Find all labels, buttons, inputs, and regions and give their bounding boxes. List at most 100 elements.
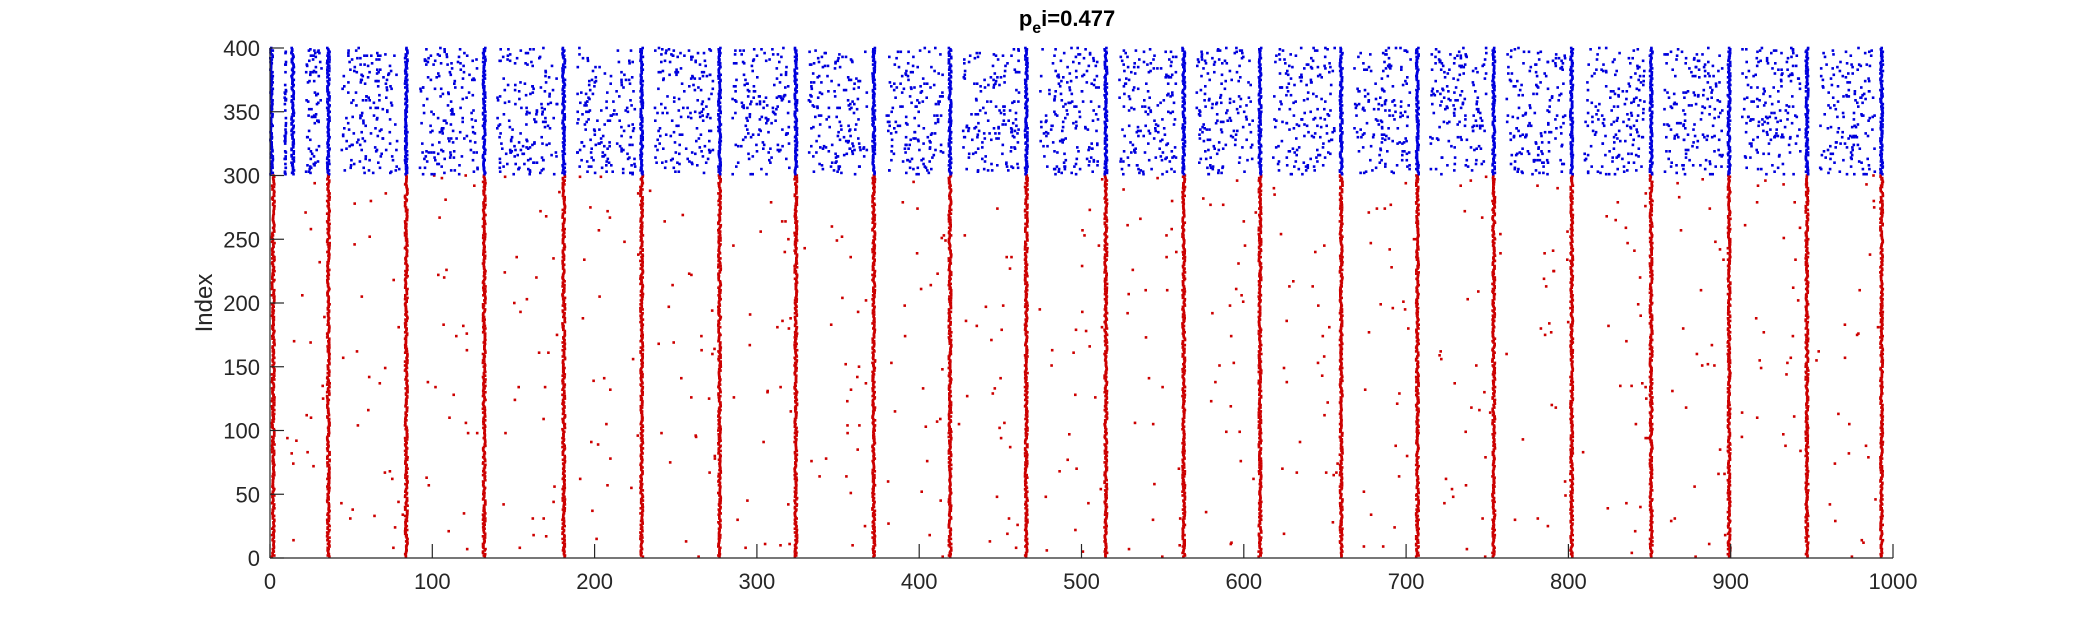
spike-dot xyxy=(871,176,874,180)
spike-dot xyxy=(717,370,721,374)
spike-dot xyxy=(326,438,329,441)
spike-dot xyxy=(872,435,876,439)
spike-dot xyxy=(641,188,644,191)
spike-dot xyxy=(719,333,722,337)
spike-dot xyxy=(872,202,876,205)
spike-dot xyxy=(272,322,275,325)
spike-dot xyxy=(717,272,720,275)
spike-dot xyxy=(793,450,797,454)
spike-dot xyxy=(871,217,874,221)
spike-dot xyxy=(271,438,275,441)
spike-dot xyxy=(949,438,953,441)
spike-dot xyxy=(482,189,485,193)
spike-dot xyxy=(482,365,486,368)
spike-dot xyxy=(872,538,876,542)
spike-dot xyxy=(949,546,953,550)
spike-dot xyxy=(325,212,329,215)
spike-dot xyxy=(562,463,566,467)
spike-dot xyxy=(948,339,951,343)
spike-dot xyxy=(639,235,643,238)
spike-dot xyxy=(325,447,329,450)
spike-dot xyxy=(270,379,274,383)
spike-dot xyxy=(871,204,874,208)
spike-dot xyxy=(404,457,408,460)
spike-dot xyxy=(1026,246,1029,250)
spike-dot xyxy=(949,458,952,462)
spike-dot xyxy=(328,424,331,427)
spike-dot xyxy=(717,447,721,450)
spike-dot xyxy=(948,447,952,450)
spike-dot xyxy=(271,268,275,272)
spike-dot xyxy=(272,535,276,538)
spike-dot xyxy=(563,317,567,320)
spike-dot xyxy=(718,230,722,233)
spike-dot xyxy=(273,396,276,399)
spike-dot xyxy=(482,461,485,464)
spike-dot xyxy=(561,472,565,476)
spike-dot xyxy=(272,315,276,319)
spike-dot xyxy=(793,552,797,556)
spike-dot xyxy=(717,429,720,432)
spike-dot xyxy=(793,473,796,477)
spike-dot xyxy=(483,237,487,241)
spike-dot xyxy=(718,453,722,456)
spike-dot xyxy=(871,507,874,510)
spike-dot xyxy=(561,487,564,491)
spike-dot xyxy=(327,310,331,314)
spike-dot xyxy=(562,268,566,272)
spike-dot xyxy=(641,336,644,339)
spike-dot xyxy=(405,373,409,376)
spike-dot xyxy=(950,411,953,414)
spike-dot xyxy=(795,332,799,335)
spike-dot xyxy=(873,258,876,261)
spike-dot xyxy=(561,285,564,288)
spike-dot xyxy=(271,195,275,199)
spike-dot xyxy=(484,384,487,388)
spike-dot xyxy=(404,421,407,425)
spike-dot xyxy=(873,526,876,529)
spike-dot xyxy=(404,209,408,213)
spike-dot xyxy=(718,538,721,542)
spike-dot xyxy=(272,540,276,543)
spike-dot xyxy=(795,426,798,430)
spike-dot xyxy=(481,447,485,450)
spike-dot xyxy=(641,257,644,260)
spike-dot xyxy=(484,370,487,374)
spike-dot xyxy=(561,427,564,431)
spike-dot xyxy=(717,475,720,478)
spike-dot xyxy=(640,449,643,453)
spike-dot xyxy=(717,450,721,454)
spike-dot xyxy=(273,288,276,292)
spike-dot xyxy=(563,383,567,386)
spike-dot xyxy=(947,332,951,335)
spike-dot xyxy=(270,294,274,297)
spike-dot xyxy=(947,461,951,464)
spike-dot xyxy=(793,531,797,534)
spike-dot xyxy=(563,179,566,182)
spike-dot xyxy=(719,427,722,431)
spike-dot xyxy=(639,314,642,317)
spike-dot xyxy=(639,512,642,515)
spike-dot xyxy=(406,208,409,212)
spike-dot xyxy=(406,467,409,470)
spike-dot xyxy=(404,482,407,486)
spike-dot xyxy=(273,408,276,412)
spike-dot xyxy=(717,373,721,376)
spike-dot xyxy=(717,398,721,402)
spike-dot xyxy=(561,445,564,449)
spike-dot xyxy=(639,398,643,402)
spike-dot xyxy=(794,308,797,311)
spike-dot xyxy=(873,291,876,295)
spike-dot xyxy=(481,480,485,483)
spike-dot xyxy=(563,311,566,315)
spike-dot xyxy=(327,489,331,492)
spike-dot xyxy=(404,398,408,402)
spike-dot xyxy=(563,329,567,333)
spike-dot xyxy=(406,274,409,278)
spike-dot xyxy=(718,361,722,365)
spike-dot xyxy=(949,542,953,546)
spike-dot xyxy=(271,447,275,450)
spike-dot xyxy=(484,547,487,551)
spike-dot xyxy=(719,356,722,360)
